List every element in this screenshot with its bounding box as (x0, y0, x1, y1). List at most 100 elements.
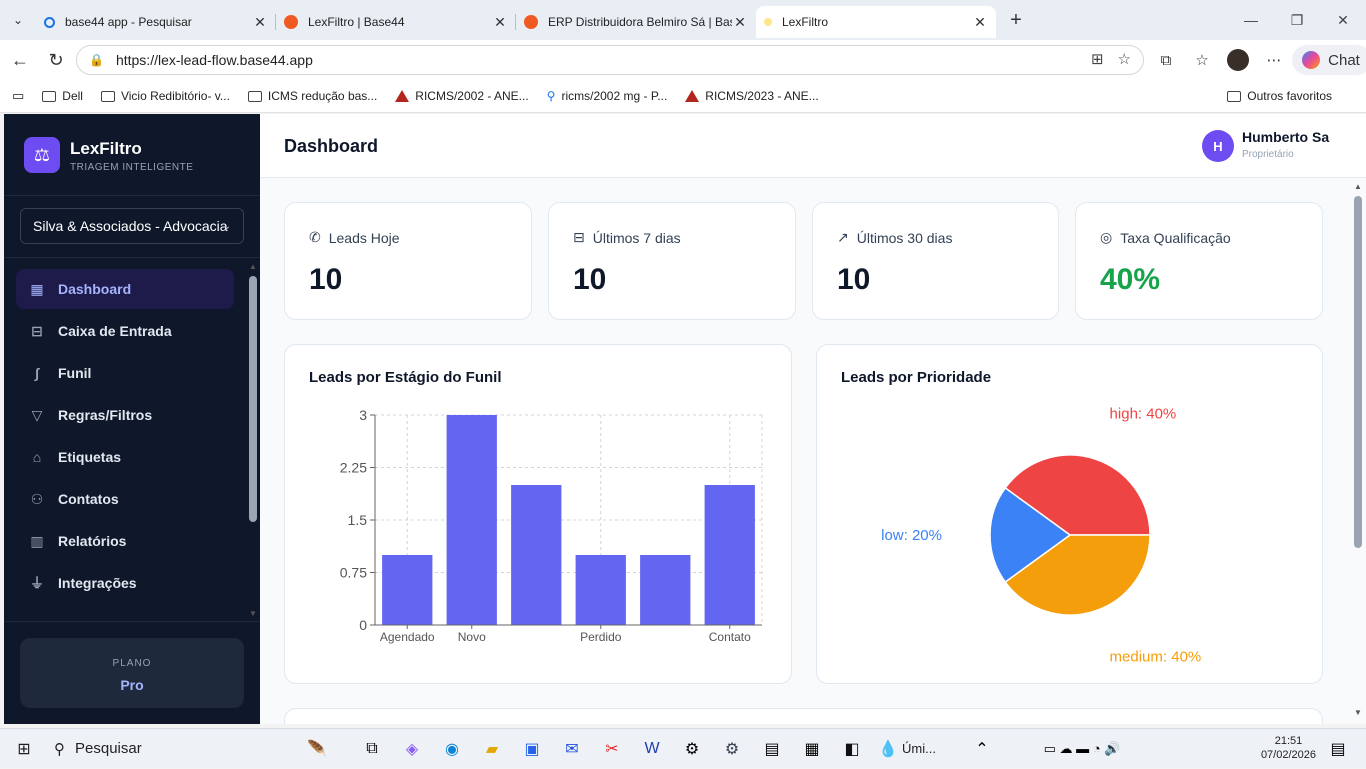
bookmark-item[interactable]: RICMS/2023 - ANE... (685, 89, 819, 103)
other-favorites[interactable]: Outros favoritos (1227, 89, 1332, 103)
bar (640, 555, 691, 625)
bar-chart-title: Leads por Estágio do Funil (309, 369, 502, 386)
close-tab-icon[interactable]: ✕ (254, 13, 266, 30)
sidebar-item-reports[interactable]: ▥ Relatórios (16, 521, 234, 561)
mail-icon[interactable]: ✉ (565, 740, 579, 758)
kpi-card-last-30-days: ↗ Últimos 30 dias 10 (812, 202, 1059, 320)
pie-slice (1004, 454, 1151, 536)
address-bar-row: ← ↻ 🔒 https://lex-lead-flow.base44.app ⊞… (0, 40, 1366, 80)
microsoft-store-icon[interactable]: ▣ (524, 740, 540, 758)
edge-browser-icon[interactable]: ◉ (445, 740, 459, 758)
pie-label: low: 20% (881, 527, 942, 544)
sidebar-item-funnel[interactable]: ∫ Funil (16, 353, 234, 393)
folder-icon (42, 90, 57, 102)
file-explorer-icon[interactable]: ▰ (485, 740, 499, 758)
page-title: Dashboard (284, 136, 379, 156)
user-name[interactable]: Humberto Sa (1242, 129, 1330, 145)
sidebar-item-tags[interactable]: ⌂ Etiquetas (16, 437, 234, 477)
chatgpt-icon[interactable]: ⚙ (684, 740, 700, 758)
dark-app-icon[interactable]: ◧ (844, 740, 860, 758)
window-controls: — ❐ ✕ (1228, 0, 1366, 40)
collections-icon[interactable]: ▭ (12, 88, 25, 103)
triangle-icon (685, 90, 700, 102)
sidebar-scrollbar[interactable]: ▲ ▼ (246, 260, 260, 620)
browser-tab[interactable]: ERP Distribuidora Belmiro Sá | Base44 ✕ (516, 6, 756, 38)
tray-icons[interactable]: ▭ ☁ ▬ ◔ 🔊 (1043, 740, 1121, 756)
main-scrollbar[interactable]: ▲ ▼ (1350, 180, 1366, 724)
bar-chart-card: Leads por Estágio do Funil 0 0.75 1.5 2.25 3… (284, 344, 792, 684)
restore-icon[interactable]: ❐ (1290, 11, 1304, 28)
y-tick-label: 0 (359, 617, 367, 633)
sidebar-nav: ▦ Dashboard ⊟ Caixa de Entrada ∫ Funil ▽ Reg… (16, 269, 234, 605)
scrollbar-thumb[interactable] (249, 276, 257, 522)
folder-icon (100, 90, 115, 102)
taskbar-clock[interactable]: 21:51 07/02/2026 (1260, 735, 1316, 761)
bookmark-item[interactable]: Dell (42, 89, 83, 103)
scrollbar-thumb[interactable] (1354, 196, 1362, 548)
app-available-icon[interactable]: ⊞ (1090, 51, 1104, 68)
kpi-card-qualification-rate: ◎ Taxa Qualificação 40% (1075, 202, 1323, 320)
extensions-icon[interactable]: ⧉ (1160, 51, 1172, 69)
tab-list-chevron-icon[interactable]: ⌄ (12, 13, 24, 27)
feather-search-art-icon: 🪶 (307, 740, 327, 758)
scroll-up-icon[interactable]: ▲ (1354, 182, 1362, 191)
funnel-path-icon: ∫ (35, 365, 39, 381)
y-tick-label: 0.75 (340, 565, 367, 581)
bar (704, 485, 755, 625)
bookmark-item[interactable]: ICMS redução bas... (247, 89, 377, 103)
chevron-up-icon[interactable]: ⌃ (975, 740, 989, 758)
kpi-card-last-7-days: ⊟ Últimos 7 dias 10 (548, 202, 796, 320)
sidebar-item-dashboard[interactable]: ▦ Dashboard (16, 269, 234, 309)
word-icon[interactable]: W (644, 739, 660, 757)
copilot-chat-button[interactable]: Chat (1292, 45, 1366, 75)
task-view-icon[interactable]: ⧉ (366, 739, 378, 757)
more-menu-icon[interactable]: ⋯ (1266, 52, 1282, 69)
favorite-star-icon[interactable]: ☆ (1117, 51, 1131, 68)
copilot-app-icon[interactable]: ◈ (405, 740, 419, 758)
user-role: Proprietário (1242, 149, 1294, 160)
plan-card: PLANO Pro (20, 638, 244, 708)
scroll-down-icon[interactable]: ▼ (1354, 708, 1362, 717)
url-field[interactable]: 🔒 https://lex-lead-flow.base44.app ⊞ ☆ (76, 45, 1144, 75)
phone-incoming-icon: ✆ (309, 229, 321, 245)
close-tab-icon[interactable]: ✕ (494, 13, 506, 30)
lexfiltro-favicon-icon (764, 18, 772, 26)
kpi-label: Taxa Qualificação (1120, 229, 1231, 246)
pie-slice (1004, 534, 1151, 616)
bookmark-item[interactable]: RICMS/2002 - ANE... (395, 89, 529, 103)
back-arrow-icon[interactable]: ← (11, 49, 29, 70)
snipping-tool-icon[interactable]: ✂ (605, 740, 619, 758)
scroll-down-icon[interactable]: ▼ (249, 609, 257, 618)
new-tab-plus-icon[interactable]: + (1010, 8, 1022, 31)
triangle-icon (395, 90, 410, 102)
bar (446, 415, 497, 625)
browser-tab-active[interactable]: LexFiltro ✕ (756, 6, 996, 38)
notifications-icon[interactable]: ▤ (1330, 740, 1346, 758)
sidebar-item-integrations[interactable]: ⏚ Integrações (30, 575, 137, 591)
favorites-icon[interactable]: ☆ (1195, 52, 1209, 69)
minimize-icon[interactable]: — (1244, 12, 1258, 28)
weather-drop-icon[interactable]: 💧 Úmi... (878, 740, 936, 758)
bookmark-item[interactable]: Vicio Redibitório- v... (100, 89, 230, 103)
avatar[interactable]: H (1202, 130, 1234, 162)
close-window-icon[interactable]: ✕ (1337, 11, 1349, 28)
browser-tab[interactable]: base44 app - Pesquisar ✕ (36, 6, 276, 38)
browser-tab[interactable]: LexFiltro | Base44 ✕ (276, 6, 516, 38)
sidebar-item-rules[interactable]: ▽ Regras/Filtros (16, 395, 234, 435)
org-selector[interactable]: Silva & Associados - Advocacia ⌄ (20, 208, 244, 244)
sidebar-item-inbox[interactable]: ⊟ Caixa de Entrada (16, 311, 234, 351)
close-tab-icon[interactable]: ✕ (974, 13, 986, 30)
windows-start-icon[interactable]: ⊞ (17, 740, 31, 758)
taskbar-search[interactable]: ⚲ Pesquisar (54, 740, 142, 758)
close-tab-icon[interactable]: ✕ (734, 13, 746, 30)
sidebar-item-contacts[interactable]: ⚇ Contatos (16, 479, 234, 519)
bookmark-item[interactable]: ⚲ ricms/2002 mg - P... (546, 89, 668, 103)
refresh-icon[interactable]: ↻ (48, 49, 64, 70)
scroll-up-icon[interactable]: ▲ (249, 262, 257, 271)
settings-gear-icon[interactable]: ⚙ (724, 740, 740, 758)
base44-favicon-icon (524, 15, 538, 29)
profile-avatar-icon[interactable] (1220, 45, 1256, 75)
chevron-down-icon: ⌄ (222, 220, 231, 232)
monitor-app-icon[interactable]: ▤ (764, 740, 780, 758)
image-app-icon[interactable]: ▦ (804, 740, 820, 758)
